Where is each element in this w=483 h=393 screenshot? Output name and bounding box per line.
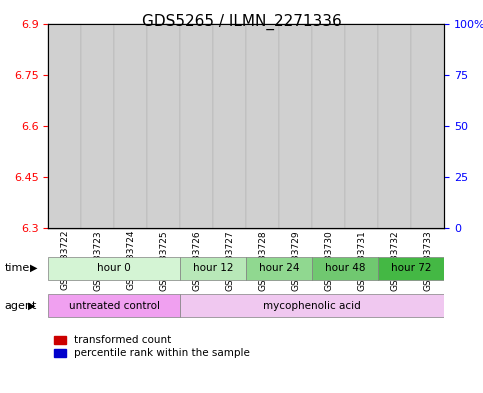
Bar (293, 187, 299, 196)
FancyBboxPatch shape (246, 24, 279, 228)
Bar (389, 61, 400, 228)
Text: time: time (5, 263, 30, 273)
FancyBboxPatch shape (147, 24, 180, 228)
Text: GSM1133726: GSM1133726 (192, 230, 201, 290)
Bar (392, 84, 398, 94)
FancyBboxPatch shape (246, 257, 313, 280)
FancyBboxPatch shape (48, 257, 180, 280)
Text: GSM1133732: GSM1133732 (390, 230, 399, 290)
FancyBboxPatch shape (180, 294, 444, 317)
Bar (323, 219, 335, 228)
FancyBboxPatch shape (378, 24, 412, 228)
Bar (422, 175, 434, 228)
FancyBboxPatch shape (213, 24, 246, 228)
Bar (59, 180, 71, 228)
Bar (224, 156, 236, 228)
FancyBboxPatch shape (313, 24, 345, 228)
Bar (356, 209, 368, 228)
Bar (213, 24, 246, 228)
Bar (128, 117, 134, 126)
FancyBboxPatch shape (81, 24, 114, 228)
Bar (180, 24, 213, 228)
Bar (158, 122, 170, 228)
Bar (257, 132, 269, 228)
Text: hour 24: hour 24 (259, 263, 299, 273)
Text: GSM1133725: GSM1133725 (159, 230, 168, 290)
Text: mycophenolic acid: mycophenolic acid (263, 301, 361, 310)
FancyBboxPatch shape (313, 257, 378, 280)
FancyBboxPatch shape (180, 24, 213, 228)
Bar (378, 24, 412, 228)
Bar (290, 202, 301, 228)
Text: GSM1133724: GSM1133724 (127, 230, 135, 290)
Text: hour 0: hour 0 (98, 263, 131, 273)
Text: GSM1133728: GSM1133728 (258, 230, 267, 290)
Bar (191, 224, 202, 228)
Text: GSM1133733: GSM1133733 (424, 230, 432, 291)
Bar (92, 182, 103, 228)
Bar (81, 24, 114, 228)
Bar (326, 207, 332, 216)
Bar (48, 24, 81, 228)
Bar (345, 24, 378, 228)
Text: GSM1133727: GSM1133727 (226, 230, 234, 290)
Bar (125, 122, 137, 228)
Bar (194, 213, 200, 222)
Bar (246, 24, 279, 228)
Text: GDS5265 / ILMN_2271336: GDS5265 / ILMN_2271336 (142, 14, 341, 30)
Bar (359, 203, 365, 212)
Bar (227, 152, 233, 161)
Legend: transformed count, percentile rank within the sample: transformed count, percentile rank withi… (54, 335, 250, 358)
Bar (161, 117, 167, 126)
Text: GSM1133731: GSM1133731 (357, 230, 366, 291)
FancyBboxPatch shape (345, 24, 378, 228)
Bar (95, 178, 101, 187)
FancyBboxPatch shape (279, 24, 313, 228)
Bar (313, 24, 345, 228)
Text: ▶: ▶ (28, 301, 36, 310)
Bar (425, 170, 431, 180)
Text: GSM1133723: GSM1133723 (93, 230, 102, 290)
Text: hour 48: hour 48 (325, 263, 366, 273)
Text: untreated control: untreated control (69, 301, 160, 310)
FancyBboxPatch shape (378, 257, 444, 280)
Text: hour 12: hour 12 (193, 263, 234, 273)
FancyBboxPatch shape (114, 24, 147, 228)
FancyBboxPatch shape (412, 24, 444, 228)
Bar (62, 168, 68, 177)
FancyBboxPatch shape (180, 257, 246, 280)
Bar (147, 24, 180, 228)
Bar (412, 24, 444, 228)
Text: hour 72: hour 72 (391, 263, 432, 273)
Text: agent: agent (5, 301, 37, 310)
Text: GSM1133722: GSM1133722 (60, 230, 69, 290)
Text: GSM1133730: GSM1133730 (325, 230, 333, 291)
FancyBboxPatch shape (48, 24, 81, 228)
FancyBboxPatch shape (48, 294, 180, 317)
Bar (260, 127, 266, 136)
Text: GSM1133729: GSM1133729 (291, 230, 300, 290)
Text: ▶: ▶ (30, 263, 38, 273)
Bar (114, 24, 147, 228)
Bar (279, 24, 313, 228)
